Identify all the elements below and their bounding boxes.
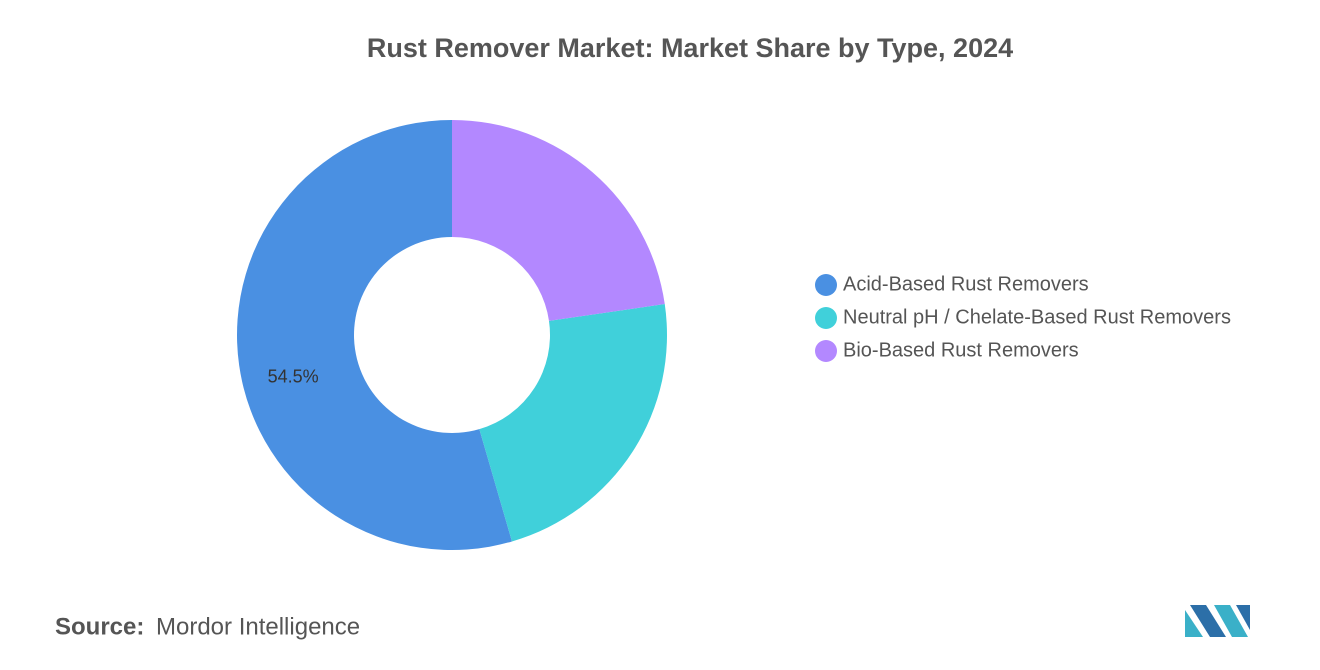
source-text: Mordor Intelligence bbox=[156, 613, 360, 640]
legend-marker bbox=[815, 340, 837, 362]
donut-slice bbox=[452, 120, 665, 321]
legend-label: Bio-Based Rust Removers bbox=[843, 339, 1079, 361]
chart-title: Rust Remover Market: Market Share by Typ… bbox=[367, 33, 1013, 63]
legend-marker bbox=[815, 307, 837, 329]
legend-marker bbox=[815, 274, 837, 296]
logo bbox=[1185, 605, 1250, 637]
legend-label: Acid-Based Rust Removers bbox=[843, 273, 1089, 295]
data-label: 54.5% bbox=[268, 366, 319, 386]
source-label: Source: bbox=[55, 613, 144, 640]
donut-slice bbox=[236, 120, 512, 550]
legend-label: Neutral pH / Chelate-Based Rust Removers bbox=[843, 306, 1231, 328]
donut-slice bbox=[479, 304, 667, 542]
